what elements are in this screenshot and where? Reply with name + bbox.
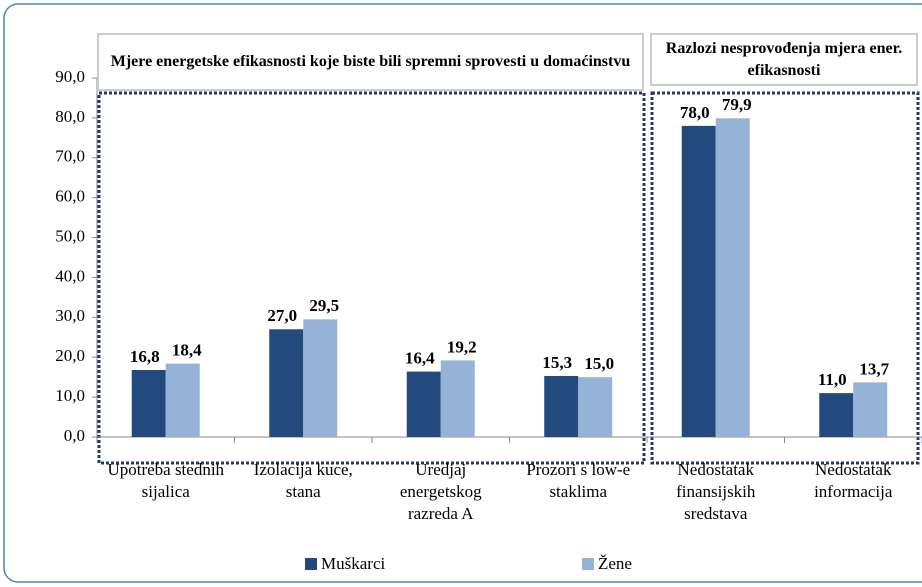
x-tick-label: Izolacija kuce, stana [253,460,353,501]
bar [303,319,338,437]
legend-swatch [582,558,594,570]
bar [578,377,613,437]
y-tick-label: 40,0 [55,266,85,285]
bar [440,360,475,437]
bar [681,125,716,437]
legend-label: Žene [598,554,632,573]
x-tick-label: Upotreba stednih sijalica [107,460,225,501]
y-tick-label: 50,0 [55,226,85,245]
group-box [650,91,920,465]
y-tick-label: 10,0 [55,386,85,405]
value-label: 11,0 [818,370,847,389]
bar [131,369,166,437]
annotation: Mjere energetske efikasnosti koje biste … [97,33,644,91]
bar [853,382,888,437]
bar [269,329,304,437]
bar [406,371,441,437]
value-label: 15,0 [584,354,614,373]
legend-label: Muškarci [321,554,385,573]
x-tick-label: Nedostatak informacija [814,460,893,501]
frame [3,3,922,583]
y-tick-label: 90,0 [55,67,85,86]
value-label: 16,8 [130,347,160,366]
annotation: Razlozi nesprovođenja mjera ener. efikas… [650,33,918,86]
value-label: 13,7 [859,359,889,378]
y-tick-label: 20,0 [55,346,85,365]
value-label: 18,4 [172,341,202,360]
legend-swatch [305,558,317,570]
x-tick-label: Prozori s low-e staklima [526,460,631,501]
value-label: 27,0 [267,306,297,325]
value-label: 79,9 [722,95,752,114]
y-tick-label: 30,0 [55,306,85,325]
y-tick-label: 60,0 [55,187,85,206]
group-box [97,91,646,465]
x-tick-label: Nedostatak finansijskih sredstava [676,460,756,523]
bar [819,393,854,437]
value-label: 16,4 [405,348,435,367]
x-tick-label: Uredjaj energetskog razreda A [399,460,482,523]
value-label: 15,3 [542,353,572,372]
bar [544,375,579,437]
value-label: 29,5 [309,296,339,315]
value-label: 78,0 [680,103,710,122]
bar [715,118,750,437]
bar [165,363,200,437]
value-label: 19,2 [447,337,477,356]
y-tick-label: 0,0 [64,426,85,445]
y-tick-label: 70,0 [55,147,85,166]
y-tick-label: 80,0 [55,107,85,126]
